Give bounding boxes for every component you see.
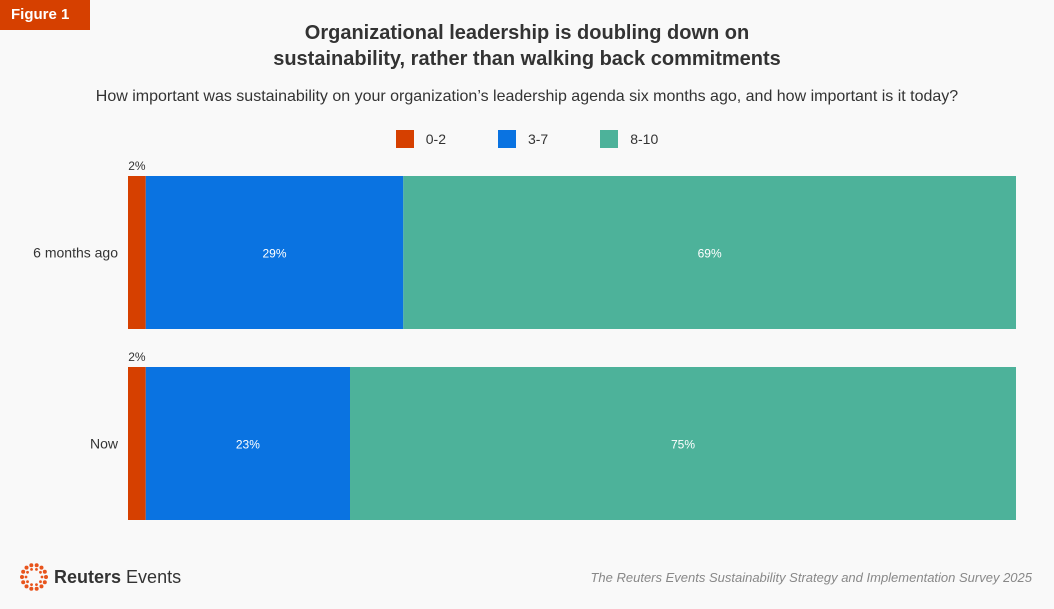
legend-item: 0-2 bbox=[395, 130, 446, 148]
bar-segment bbox=[403, 176, 1016, 329]
data-label: 69% bbox=[698, 247, 722, 261]
data-label: 29% bbox=[263, 247, 287, 261]
bar-segment bbox=[128, 176, 146, 329]
data-label: 2% bbox=[128, 350, 146, 364]
bar-segment bbox=[145, 176, 404, 329]
reuters-dots-icon bbox=[20, 563, 48, 591]
legend: 0-2 3-7 8-10 bbox=[0, 130, 1054, 148]
legend-swatch bbox=[600, 130, 619, 148]
category-label: 6 months ago bbox=[33, 245, 118, 261]
legend-label: 8-10 bbox=[630, 131, 659, 147]
legend-swatch bbox=[497, 130, 516, 148]
legend-item: 3-7 bbox=[497, 130, 549, 148]
data-label: 23% bbox=[236, 438, 260, 452]
bar-segment bbox=[350, 367, 1016, 520]
legend-item: 8-10 bbox=[600, 130, 658, 148]
bar-segment bbox=[128, 367, 146, 520]
brand-rest: Events bbox=[126, 566, 182, 587]
legend-swatch bbox=[395, 130, 414, 148]
source-note: The Reuters Events Sustainability Strate… bbox=[590, 570, 1032, 585]
bar-segment bbox=[145, 367, 350, 520]
figure-badge: Figure 1 bbox=[0, 0, 90, 30]
legend-label: 0-2 bbox=[425, 131, 446, 147]
data-label: 2% bbox=[128, 159, 146, 173]
chart-title: Organizational leadership is doubling do… bbox=[273, 22, 781, 70]
chart-subtitle: How important was sustainability on your… bbox=[95, 88, 959, 105]
data-label: 75% bbox=[671, 438, 695, 452]
brand-bold: Reuters bbox=[54, 566, 122, 587]
category-label: Now bbox=[90, 436, 119, 452]
reuters-events-logo: Reuters Events bbox=[20, 563, 181, 591]
legend-label: 3-7 bbox=[527, 131, 549, 147]
